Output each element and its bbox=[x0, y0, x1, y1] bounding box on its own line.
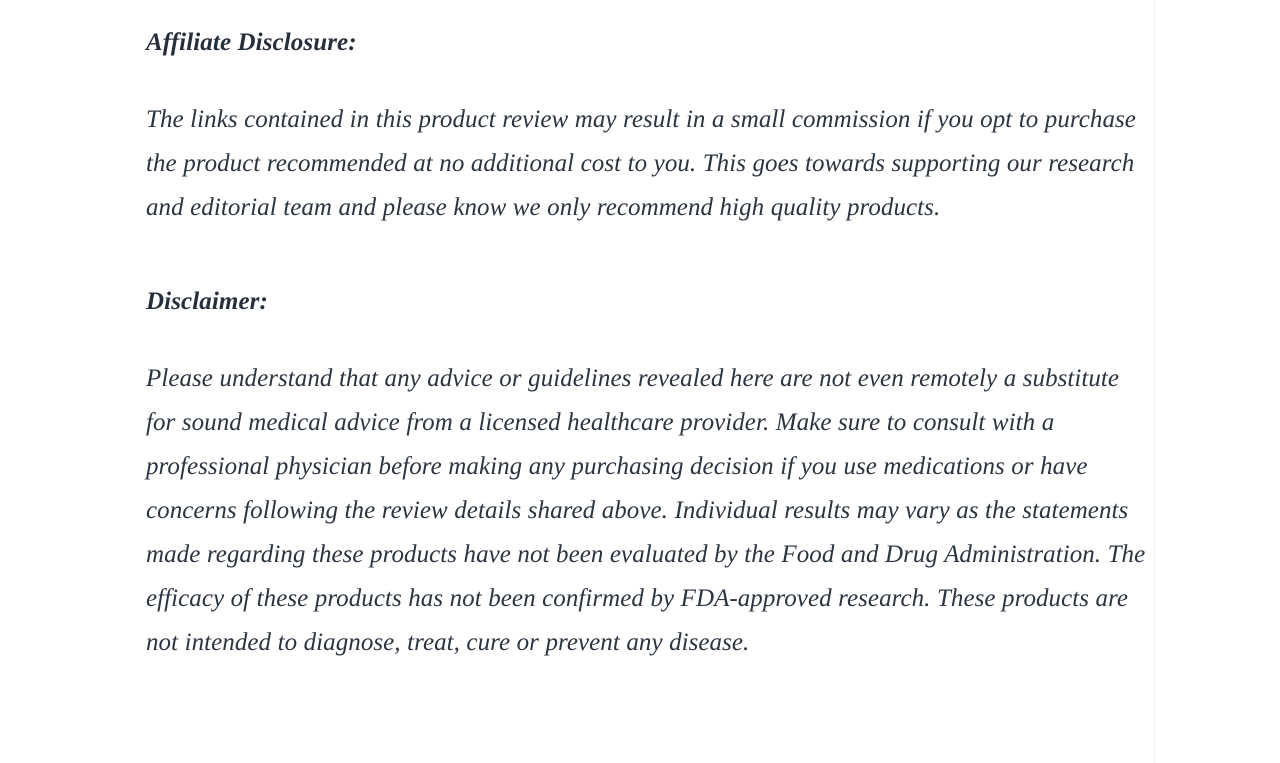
heading-body-spacer-2 bbox=[146, 317, 1148, 357]
affiliate-disclosure-section: Affiliate Disclosure: The links containe… bbox=[146, 28, 1148, 230]
article-content-column: Affiliate Disclosure: The links containe… bbox=[146, 0, 1155, 763]
section-spacer bbox=[146, 230, 1146, 287]
top-spacer bbox=[146, 0, 1146, 28]
disclaimer-text: Please understand that any advice or gui… bbox=[146, 365, 1146, 656]
affiliate-disclosure-heading: Affiliate Disclosure: bbox=[146, 29, 357, 56]
disclaimer-heading: Disclaimer: bbox=[146, 288, 268, 315]
affiliate-disclosure-text: The links contained in this product revi… bbox=[146, 106, 1136, 221]
right-gutter bbox=[1156, 0, 1280, 763]
disclaimer-section: Disclaimer: Please understand that any a… bbox=[146, 287, 1148, 665]
heading-body-spacer bbox=[146, 58, 1148, 98]
